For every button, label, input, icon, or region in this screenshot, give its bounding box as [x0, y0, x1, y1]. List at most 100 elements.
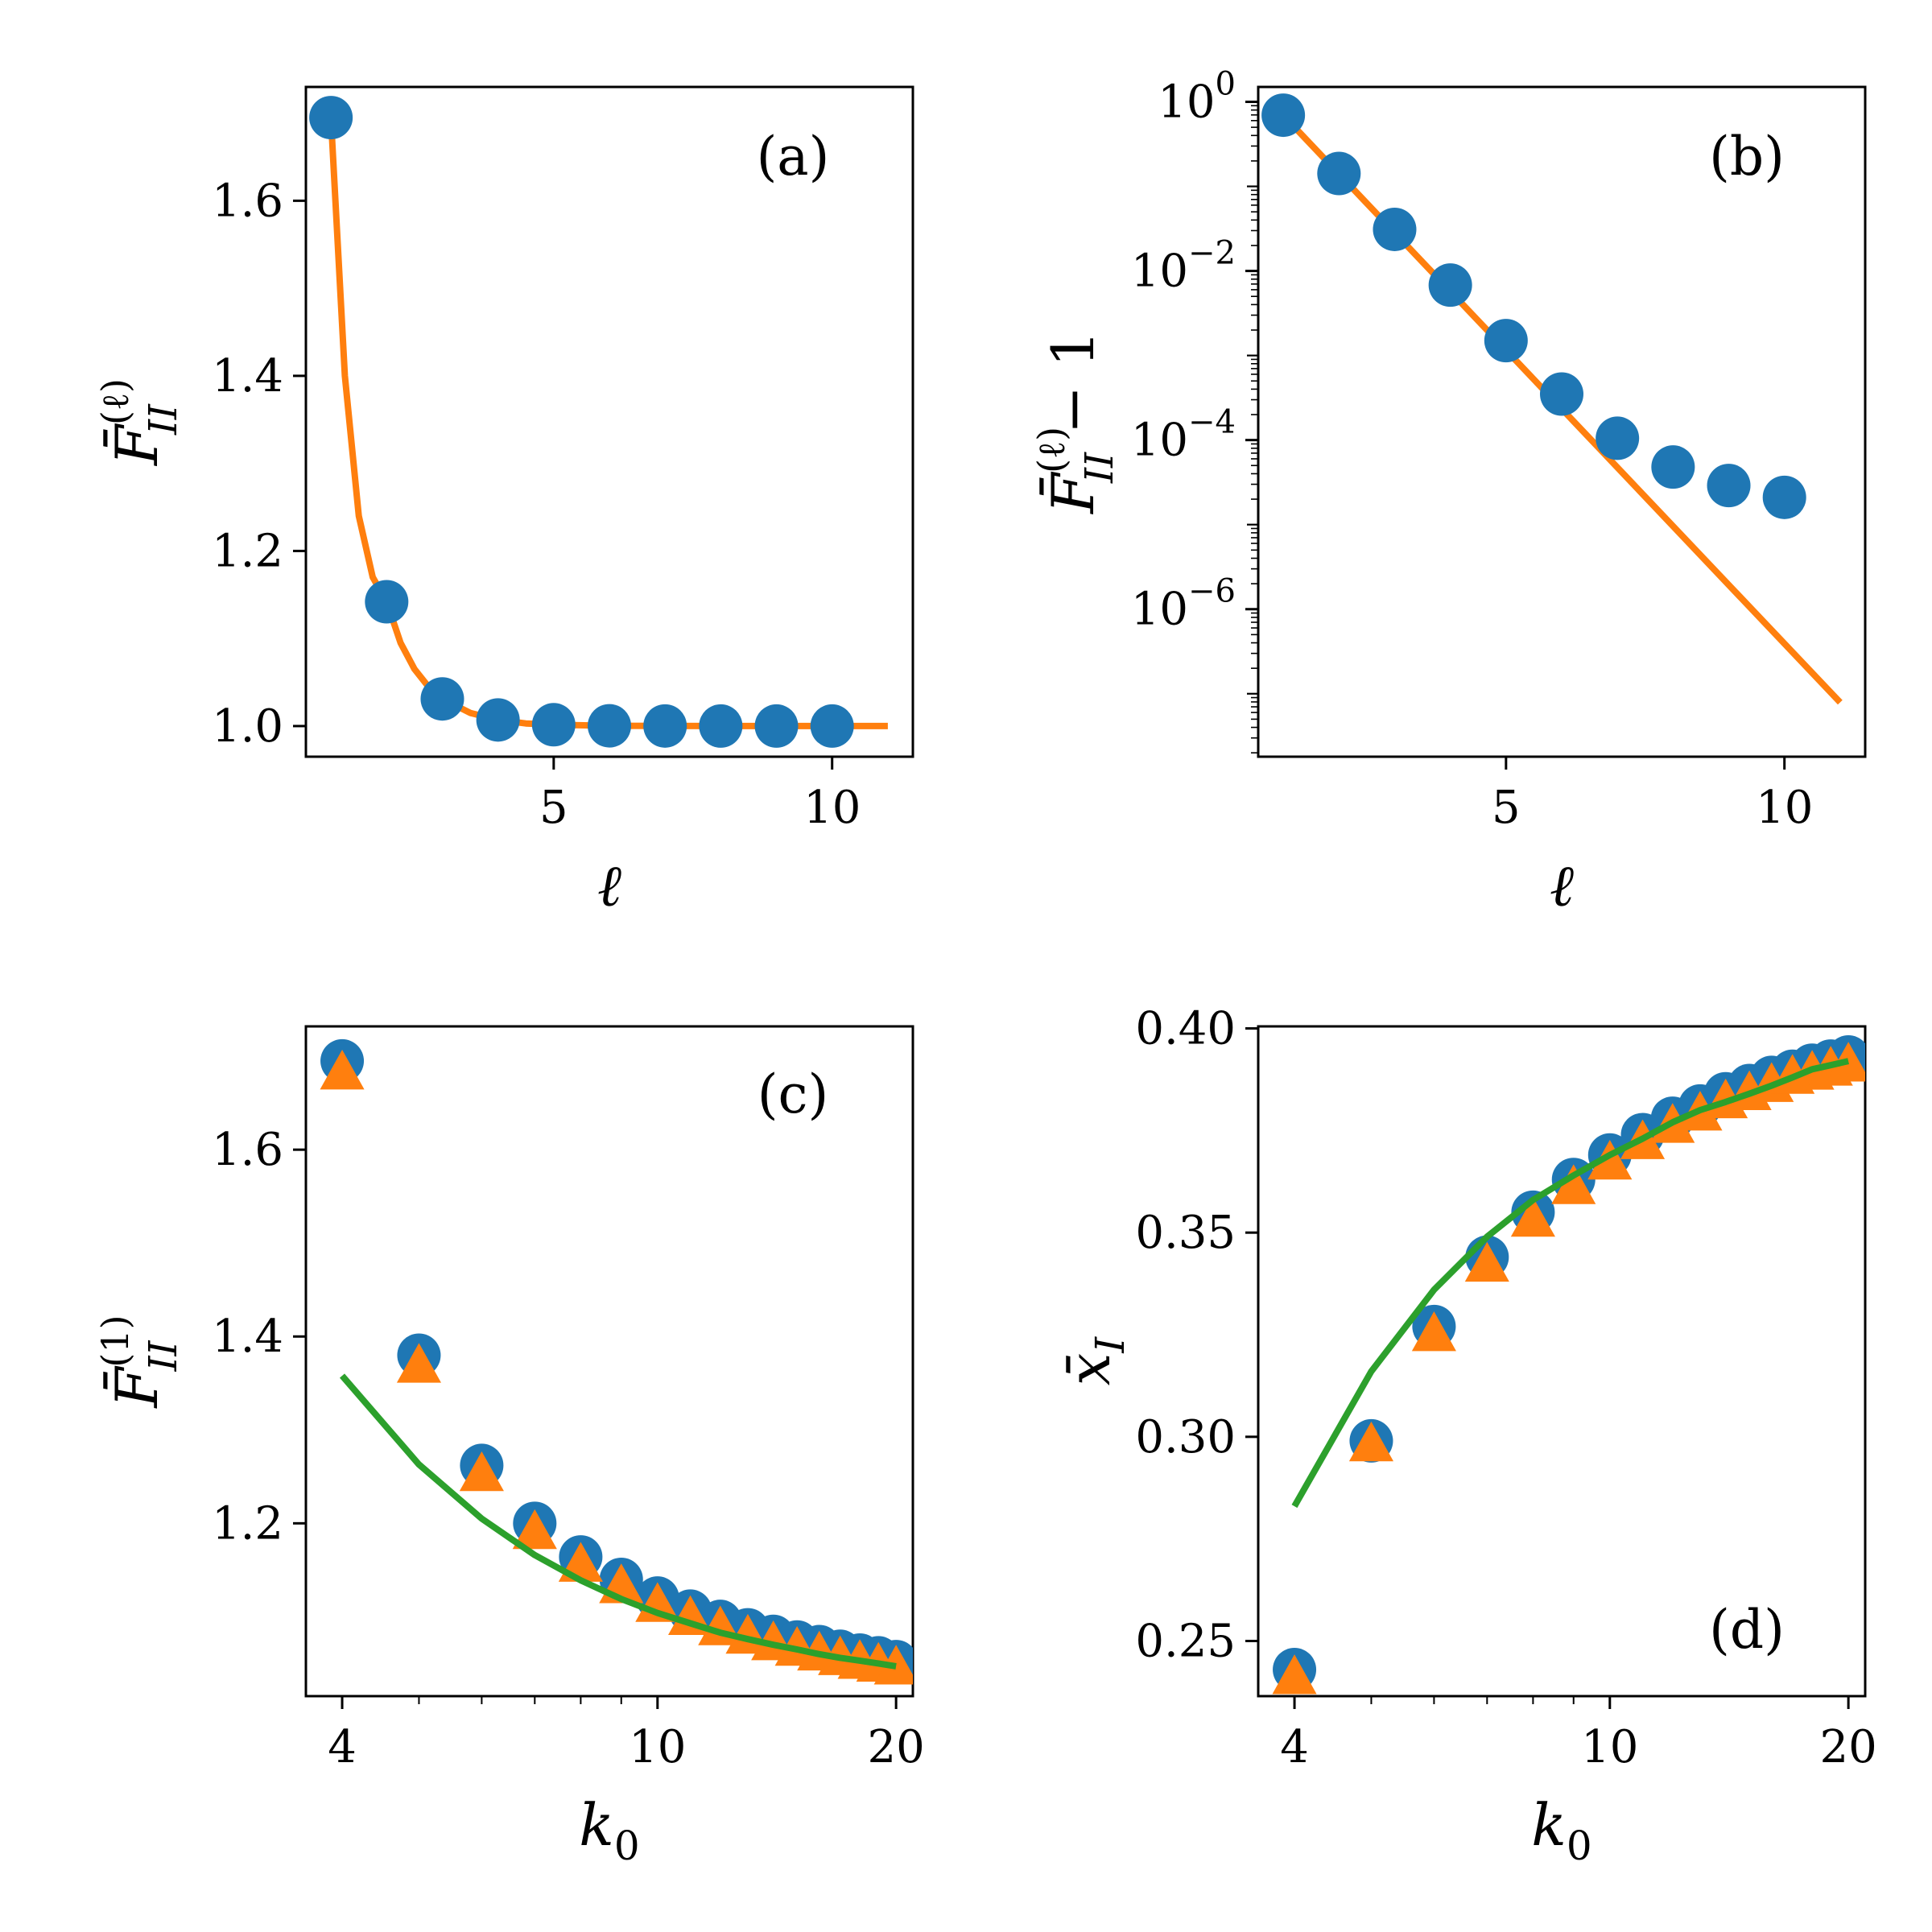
y-tick-label: 0.25 [1135, 1616, 1236, 1668]
plot-area [1272, 1035, 1865, 1695]
data-point-circle [1707, 464, 1751, 508]
y-tick-label: 10−6 [1131, 573, 1236, 636]
data-point-triangle [1272, 1654, 1317, 1695]
x-tick-label: 10 [1581, 1721, 1638, 1773]
y-axis-label-sub: I [1087, 1336, 1133, 1354]
y-tick-base: 10 [1131, 415, 1188, 467]
plot-area [320, 1038, 913, 1685]
data-point-circle [754, 704, 799, 748]
data-point-circle [1373, 207, 1417, 251]
y-tick-exponent: 0 [1216, 65, 1236, 102]
x-tick-label: 20 [868, 1721, 925, 1773]
x-axis-label-main: k [1531, 1791, 1567, 1859]
data-point-circle [810, 704, 854, 748]
panel-a: 5 10 1.0 1.2 1.4 1.6 (a) ℓ F̄(ℓ) II [93, 85, 914, 919]
y-tick-label: 0.30 [1135, 1411, 1236, 1463]
y-tick-label: 1.6 [212, 175, 283, 227]
data-point-circle [1540, 372, 1583, 416]
y-axis-label: x̄I [1055, 1336, 1133, 1386]
y-axis-label-main: F̄ [102, 1365, 171, 1410]
data-point-circle [588, 704, 631, 748]
data-point-triangle [1464, 1241, 1509, 1282]
y-axis-label: F̄(ℓ) II [93, 378, 186, 467]
data-point-circle [420, 677, 464, 721]
y-axis-label: F̄(1) II [93, 1315, 186, 1409]
data-point-circle [1428, 263, 1472, 308]
data-point-circle [1317, 151, 1361, 196]
y-tick-label: 1.2 [212, 525, 283, 577]
y-tick-label: 1.2 [212, 1497, 283, 1550]
data-point-triangle [396, 1343, 441, 1383]
data-point-circle [476, 698, 520, 742]
axes-frame [304, 1025, 914, 1698]
series-line [339, 1373, 897, 1670]
data-point-circle [1762, 475, 1806, 519]
y-axis-label-main: x̄ [1055, 1353, 1123, 1386]
x-tick-label: 10 [1756, 782, 1813, 834]
data-point-triangle [1551, 1164, 1596, 1204]
y-axis-label-main: F̄ [102, 423, 171, 467]
y-tick-label: 100 [1158, 65, 1236, 128]
panel-c: 4 10 20 1.2 1.4 1.6 (c) k0 F̄(1) II [93, 1025, 925, 1869]
x-axis-label: k0 [579, 1791, 639, 1869]
data-point-circle [1484, 319, 1528, 363]
axes-frame [1257, 1025, 1867, 1698]
x-tick-label: 4 [328, 1721, 357, 1773]
y-tick-label: 1.0 [212, 700, 283, 753]
y-tick-label: 10−2 [1131, 235, 1236, 298]
x-tick-label: 4 [1280, 1721, 1309, 1773]
x-axis-label-sub: 0 [1567, 1823, 1592, 1869]
y-axis-label-sup: (1) [93, 1315, 137, 1367]
data-point-triangle [459, 1451, 504, 1492]
x-axis-label-main: ℓ [597, 852, 621, 919]
y-axis-label-sup: (ℓ) [93, 378, 137, 425]
x-tick-label: 10 [803, 782, 861, 834]
x-axis-label: ℓ [597, 852, 621, 919]
y-axis-label-sup: (ℓ) [1030, 427, 1073, 473]
y-axis-label-main: F̄ [1038, 471, 1107, 515]
data-point-triangle [1348, 1422, 1393, 1462]
panel-label: (c) [758, 1063, 828, 1125]
y-tick-exponent: −2 [1188, 235, 1236, 272]
y-tick-base: 10 [1158, 76, 1215, 128]
x-axis-label-sub: 0 [614, 1823, 640, 1869]
y-axis-label-sub: II [141, 403, 186, 436]
data-point-circle [531, 703, 576, 747]
y-tick-base: 10 [1131, 246, 1188, 298]
data-point-circle [309, 96, 353, 140]
panel-label: (d) [1709, 1599, 1785, 1661]
x-axis-label-main: ℓ [1550, 852, 1574, 919]
plot-area [1261, 93, 1843, 705]
x-axis-label: ℓ [1550, 852, 1574, 919]
y-tick-label: 10−4 [1131, 404, 1236, 467]
y-axis-label: F̄(ℓ) II − 1 [1030, 330, 1122, 515]
x-tick-label: 5 [1492, 782, 1521, 834]
y-tick-exponent: −4 [1188, 404, 1236, 441]
x-axis-label: k0 [1531, 1791, 1591, 1869]
panel-label: (a) [757, 126, 830, 188]
data-point-triangle [512, 1509, 557, 1550]
y-axis-label-sub: II [1077, 452, 1122, 484]
plot-area [309, 96, 888, 748]
data-point-circle [1651, 445, 1695, 489]
data-point-triangle [320, 1050, 365, 1090]
data-point-circle [1596, 416, 1640, 460]
axes-frame [1257, 85, 1867, 758]
y-axis-label-suffix: − 1 [1039, 330, 1107, 452]
data-point-circle [365, 580, 409, 624]
y-tick-exponent: −6 [1188, 573, 1236, 610]
series-line [1291, 1058, 1850, 1509]
axes-frame [304, 85, 914, 758]
y-axis-label-sub: II [141, 1340, 186, 1372]
data-point-circle [699, 704, 743, 748]
data-point-circle [643, 704, 687, 748]
y-tick-label: 1.4 [212, 350, 283, 402]
x-axis-label-main: k [579, 1791, 614, 1859]
y-tick-base: 10 [1131, 584, 1188, 636]
data-point-triangle [1510, 1196, 1555, 1237]
x-tick-label: 5 [539, 782, 568, 834]
y-tick-label: 1.4 [212, 1311, 283, 1363]
data-point-triangle [1587, 1139, 1633, 1180]
